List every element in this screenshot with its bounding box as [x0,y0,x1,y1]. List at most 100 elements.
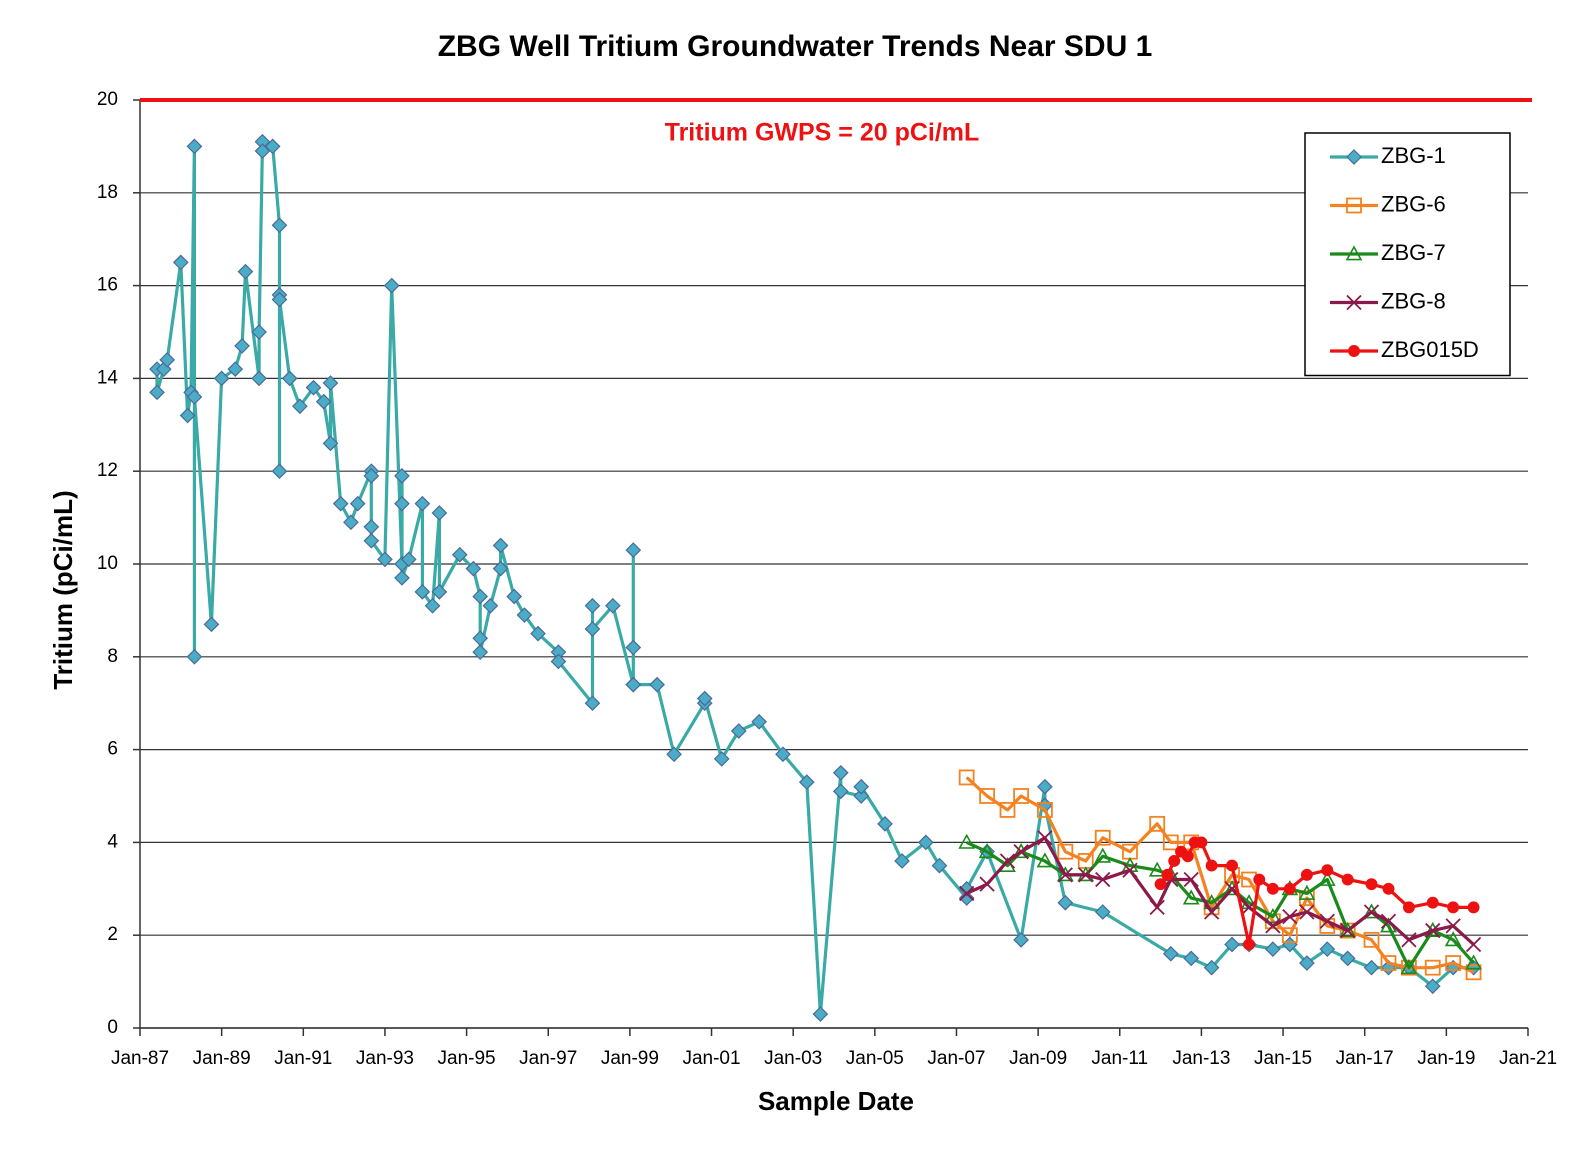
y-tick-label: 12 [97,460,118,481]
marker [1363,959,1380,976]
y-tick-label: 2 [107,924,118,945]
marker [775,746,791,763]
marker [1149,815,1166,832]
marker [492,560,509,577]
marker [1319,941,1336,957]
marker [292,398,308,415]
y-tick-label: 8 [107,646,118,667]
marker [213,370,230,387]
marker [332,495,349,512]
marker [1205,859,1218,872]
marker [451,546,468,563]
marker [1341,873,1354,886]
marker [730,723,747,739]
marker [506,588,523,605]
legend-label: ZBG-6 [1381,191,1446,216]
marker [625,676,642,693]
marker [377,551,393,568]
marker [812,1006,829,1022]
marker [625,542,642,558]
marker [1057,867,1073,883]
marker [1154,878,1167,891]
marker [400,551,417,568]
legend: ZBG-1 ZBG-6 ZBG-7 ZBG-8 ZBG015D [1304,132,1511,377]
marker [149,384,165,401]
marker [1168,855,1181,867]
x-tick-label: Jan-93 [356,1048,414,1069]
marker [1057,843,1074,860]
x-tick-label: Jan-11 [1091,1048,1148,1069]
marker [1345,245,1363,261]
marker [958,890,975,906]
marker [832,783,849,800]
marker [1363,931,1380,948]
marker [363,467,380,484]
marker [472,588,489,605]
marker [1281,927,1298,944]
marker [999,802,1016,818]
marker [431,583,448,600]
marker [1162,945,1179,962]
marker [492,537,509,554]
marker [227,361,244,377]
marker [465,560,482,577]
marker [179,407,196,424]
marker [172,254,189,271]
marker [584,695,601,712]
marker [1465,964,1482,981]
marker [918,834,934,851]
marker [1346,294,1362,311]
marker [281,370,298,387]
marker [979,788,995,804]
marker [1299,904,1315,920]
marker [1253,873,1266,886]
marker [1321,864,1334,877]
marker [315,393,332,410]
marker [1402,901,1415,914]
marker [1425,922,1441,939]
marker [798,774,815,790]
x-axis-label: Sample Date [758,1086,914,1116]
marker [1013,844,1029,860]
y-axis-label: Tritium (pCi/mL) [48,490,78,689]
marker [666,746,682,763]
marker [414,495,431,512]
marker [322,435,339,452]
y-tick-label: 10 [97,553,118,574]
marker [1195,836,1208,849]
marker [1265,918,1281,934]
marker [349,495,366,512]
marker [394,495,410,512]
marker [1148,861,1166,877]
marker [1319,913,1335,929]
x-tick-label: Jan-87 [111,1048,169,1069]
marker [931,857,948,874]
marker [1447,901,1460,914]
marker [1363,903,1380,919]
x-tick-label: Jan-97 [519,1048,577,1069]
marker [1318,870,1336,886]
x-tick-label: Jan-03 [764,1048,822,1069]
marker [999,853,1016,869]
marker [424,597,441,614]
marker [978,843,996,859]
marker [605,597,621,614]
marker [1095,871,1111,888]
marker [431,505,448,521]
marker [414,583,431,600]
legend-label: ZBG-7 [1381,240,1446,265]
marker [251,324,267,340]
marker [1265,941,1281,957]
x-tick-label: Jan-09 [1009,1048,1067,1069]
series [1154,836,1480,951]
marker [1424,959,1441,976]
marker [877,815,893,832]
marker [343,514,359,531]
marker [1183,871,1199,888]
marker [1013,788,1030,804]
marker [1298,884,1316,900]
marker [516,607,533,623]
marker [1339,950,1356,967]
marker [203,616,220,633]
